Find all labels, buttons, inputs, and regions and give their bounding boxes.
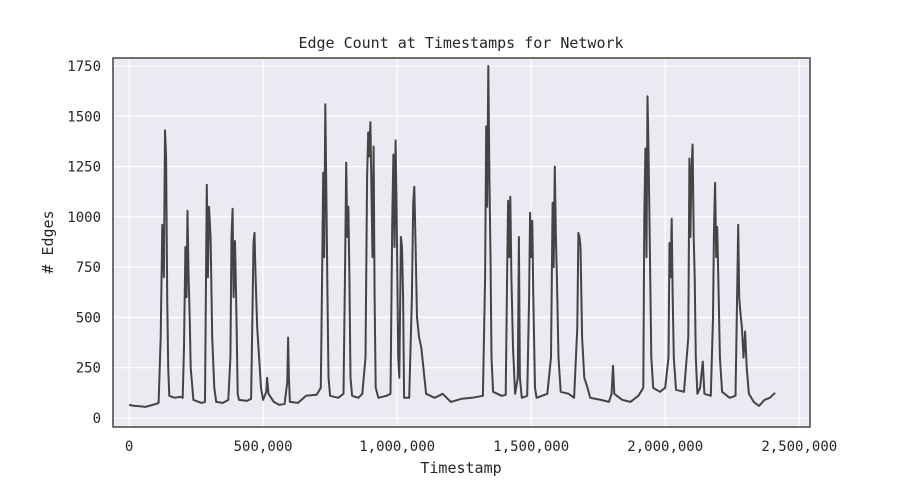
x-axis-title: Timestamp: [420, 459, 501, 477]
y-tick-label: 1000: [67, 210, 101, 226]
x-tick-label: 0: [125, 439, 133, 455]
chart-title: Edge Count at Timestamps for Network: [298, 34, 623, 52]
y-tick-label: 250: [76, 361, 101, 377]
y-axis-title: # Edges: [39, 210, 57, 273]
y-tick-label: 0: [93, 411, 101, 427]
y-tick-labels: 0 250 500 750 1000 1250 1500 1750: [67, 59, 101, 427]
x-tick-label: 1,500,000: [493, 439, 569, 455]
series-line: [128, 65, 776, 408]
x-tick-label: 1,000,000: [359, 439, 435, 455]
y-tick-label: 750: [76, 260, 101, 276]
y-tick-label: 1750: [67, 59, 101, 75]
x-tick-label: 2,000,000: [627, 439, 703, 455]
x-tick-labels: 0 500,000 1,000,000 1,500,000 2,000,000 2,500…: [125, 439, 837, 455]
plot-frame: [112, 57, 811, 428]
x-tick-label: 2,500,000: [761, 439, 837, 455]
x-tick-label: 500,000: [234, 439, 293, 455]
plot-area: [113, 58, 810, 427]
y-tick-label: 500: [76, 310, 101, 326]
y-tick-label: 1500: [67, 109, 101, 125]
y-tick-label: 1250: [67, 160, 101, 176]
